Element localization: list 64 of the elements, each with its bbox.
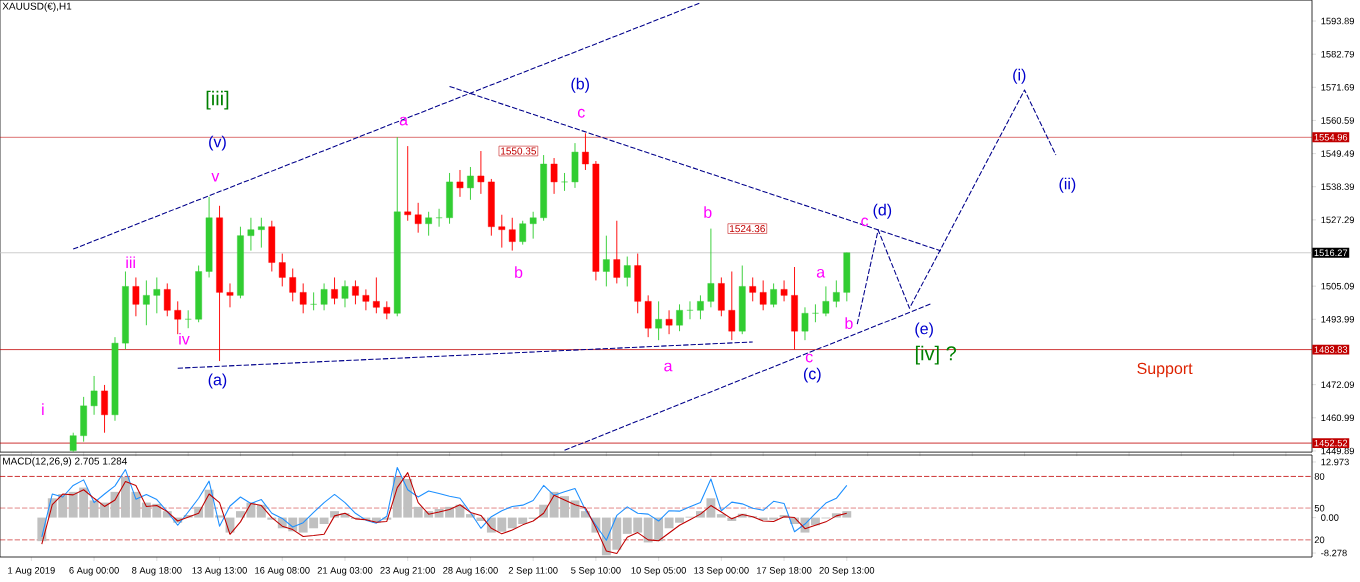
annotation: (b) (571, 77, 589, 93)
x-tick-label: 28 Aug 16:00 (443, 567, 498, 576)
annotation: c (861, 217, 869, 227)
annotation: iii (126, 256, 135, 269)
x-tick-label: 23 Aug 21:00 (380, 567, 436, 576)
x-tick-label: 16 Aug 08:00 (255, 567, 310, 576)
ref-line-label: 1554.96 (1314, 133, 1348, 141)
y-tick-label: 1505.09 (1321, 282, 1355, 290)
annotation: [iv] ? (915, 345, 957, 365)
y-tick-label: 1549.49 (1321, 150, 1355, 157)
x-tick-label: 6 Aug 00:00 (69, 567, 119, 576)
annotation: a (399, 116, 408, 126)
y-tick-label: 1582.79 (1321, 50, 1355, 58)
x-tick-label: 2 Sep 11:00 (508, 567, 558, 576)
x-tick-label: 10 Sep 05:00 (631, 567, 687, 576)
annotation: 1550.35 (501, 147, 537, 155)
y-tick-label: -8.278 (1321, 549, 1347, 557)
annotation: (v) (209, 135, 226, 151)
x-tick-label: 1 Aug 2019 (8, 567, 55, 576)
y-tick-label: 1527.29 (1321, 216, 1355, 224)
annotation: b (845, 317, 853, 330)
x-tick-label: 13 Sep 00:00 (694, 567, 749, 576)
annotation: v (211, 172, 220, 182)
y-tick-label: 1560.59 (1321, 117, 1355, 124)
annotation: i (42, 403, 44, 415)
annotation: a (816, 268, 826, 278)
annotation: (d) (873, 203, 892, 219)
y-tick-label: 1493.99 (1321, 316, 1355, 323)
text: 50 (1314, 504, 1325, 512)
x-tick-label: 21 Aug 03:00 (317, 567, 373, 576)
ref-line-label: 1452.52 (1314, 439, 1348, 447)
annotation: iv (179, 332, 190, 345)
ref-line-label: 1516.27 (1314, 249, 1348, 257)
annotation: c (577, 108, 585, 118)
annotation: (ii) (1059, 177, 1076, 193)
annotation: [iii] (206, 90, 229, 110)
annotation: b (704, 206, 712, 218)
annotation: (i) (1013, 68, 1026, 84)
chart-title: MACD(12,26,9) 2.705 1.284 (3, 457, 128, 467)
x-tick-label: 8 Aug 18:00 (132, 567, 182, 576)
ref-line-label: 1483.83 (1314, 346, 1348, 353)
chart-title: XAUUSD(€),H1 (2, 2, 72, 12)
annotation: Support (1137, 362, 1193, 378)
annotation: b (515, 266, 523, 278)
x-tick-label: 20 Sep 13:00 (819, 567, 875, 576)
annotation: c (805, 353, 813, 363)
y-tick-label: 1538.39 (1321, 183, 1355, 191)
annotation: a (664, 362, 673, 372)
y-tick-label: 0.00 (1321, 514, 1339, 521)
y-tick-label: 1593.89 (1321, 17, 1355, 25)
annotation: (c) (803, 367, 821, 383)
x-tick-label: 13 Aug 13:00 (192, 567, 247, 576)
y-tick-label: 1460.99 (1321, 414, 1355, 422)
annotation: (e) (915, 322, 933, 338)
y-tick-label: 1449.89 (1321, 447, 1355, 455)
x-tick-label: 17 Sep 18:00 (757, 567, 812, 576)
text: 80 (1314, 473, 1325, 480)
annotation: 1524.36 (730, 225, 765, 233)
y-tick-label: 12.973 (1321, 458, 1349, 466)
y-tick-label: 1571.69 (1321, 84, 1355, 91)
text: 20 (1314, 536, 1325, 544)
annotation: (a) (208, 373, 227, 389)
x-tick-label: 5 Sep 10:00 (571, 567, 621, 576)
y-tick-label: 1472.09 (1321, 381, 1355, 388)
